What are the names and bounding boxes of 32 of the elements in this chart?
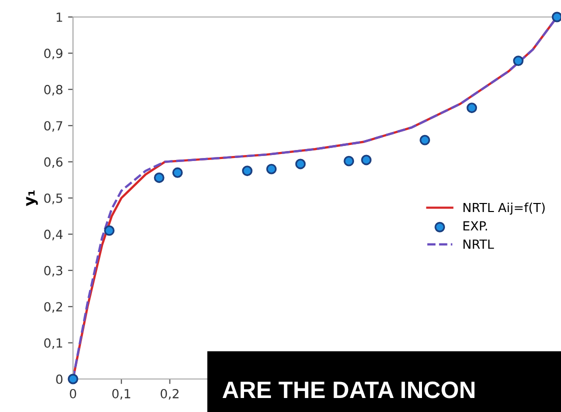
y-tick-label: 0,2 <box>44 302 62 313</box>
y-tick-label: 0 <box>56 374 62 384</box>
point <box>172 167 183 178</box>
y-tick-label: 0,4 <box>44 230 63 240</box>
point <box>344 156 354 166</box>
y-tick-label: 0,6 <box>44 157 62 168</box>
legend-label: NRTL <box>464 240 494 249</box>
x-tick-label: 0,2 <box>160 388 178 400</box>
y-tick-label: 0,7 <box>44 121 62 132</box>
y-tick-label: 0,8 <box>44 84 62 96</box>
y-tick-label: 0,3 <box>44 266 62 277</box>
point <box>552 12 561 22</box>
legend-label: EXP. <box>464 221 487 230</box>
point <box>154 172 164 183</box>
point <box>466 102 478 114</box>
y-tick-label: 0,1 <box>44 338 62 349</box>
y-tick-label: 0,9 <box>44 48 62 60</box>
point <box>242 166 252 176</box>
y-tick-label: 0,5 <box>44 193 62 204</box>
text: ARE THE DATA INCON <box>222 382 474 398</box>
point <box>513 56 524 66</box>
x-tick-label: 0,1 <box>112 388 130 400</box>
y-tick-label: 1 <box>56 12 62 22</box>
point <box>68 374 78 384</box>
point <box>104 225 115 236</box>
point <box>266 164 277 174</box>
legend-label: NRTL Aij=f(T) <box>464 202 545 215</box>
point <box>295 158 306 170</box>
x-tick-label: 0 <box>70 388 76 398</box>
point <box>420 134 430 146</box>
point <box>361 154 372 166</box>
y-axis-title: y₁ <box>26 190 38 206</box>
